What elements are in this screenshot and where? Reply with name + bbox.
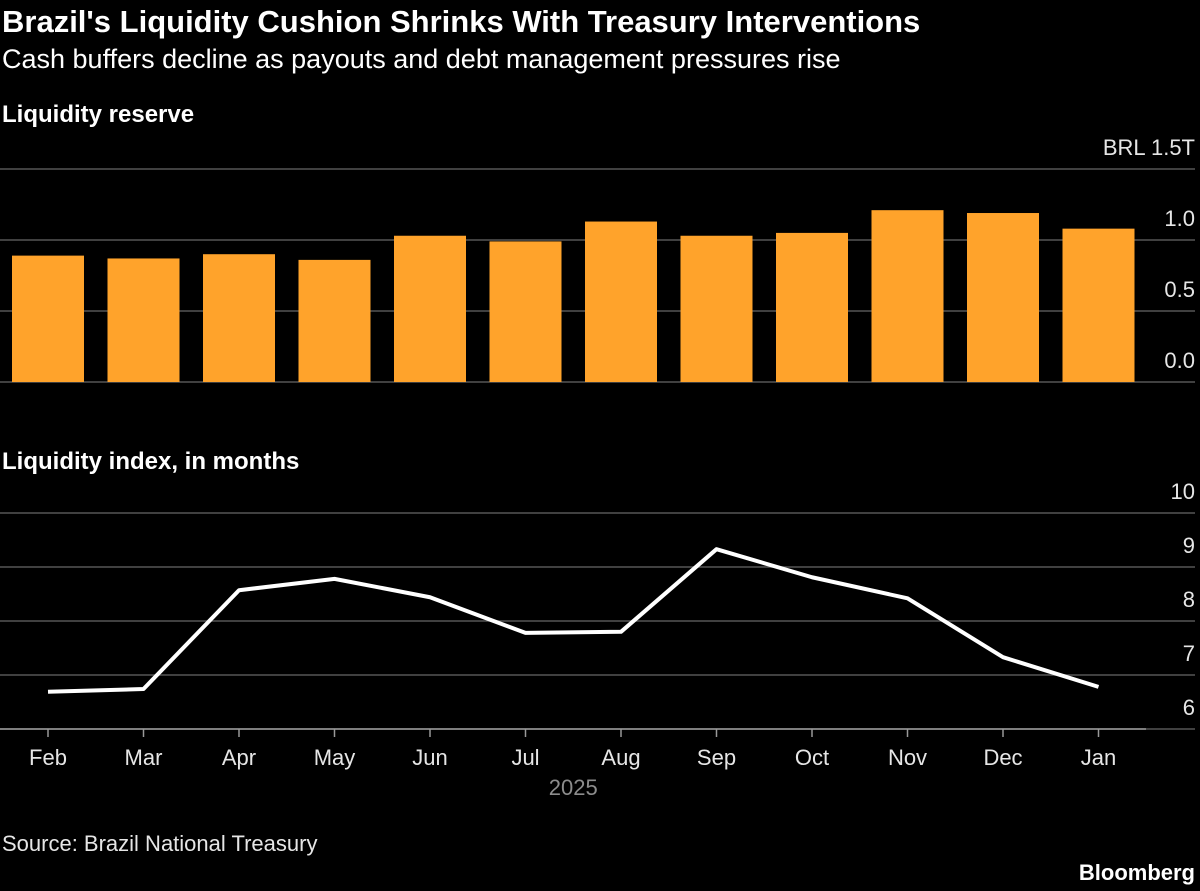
x-tick-label: Nov: [888, 745, 927, 770]
bar: [489, 241, 562, 382]
bar: [871, 210, 944, 382]
y-tick-label: 8: [1183, 587, 1195, 612]
y-tick-label: 9: [1183, 533, 1195, 558]
x-tick-label: Jun: [412, 745, 447, 770]
x-tick-label: Oct: [795, 745, 829, 770]
line: [47, 547, 1100, 694]
bar: [12, 255, 84, 382]
panel-title: Liquidity reserve: [2, 101, 194, 128]
credit: Bloomberg: [1079, 860, 1195, 885]
x-tick-label: Sep: [697, 745, 736, 770]
bar: [298, 259, 371, 382]
x-tick-label: Feb: [29, 745, 67, 770]
y-tick-label: 10: [1171, 479, 1195, 504]
y-tick-label: 0.0: [1164, 348, 1195, 373]
bar: [1062, 228, 1135, 382]
bar: [776, 232, 848, 382]
y-tick-label: 6: [1183, 695, 1195, 720]
bar: [107, 258, 180, 382]
bar: [585, 221, 657, 382]
x-axis-label: 2025: [549, 775, 598, 800]
y-tick-label: 1.0: [1164, 206, 1195, 231]
y-tick-label: BRL 1.5T: [1103, 135, 1195, 160]
y-tick-label: 7: [1183, 641, 1195, 666]
bar: [967, 213, 1039, 382]
x-tick-label: Apr: [222, 745, 256, 770]
x-tick-label: Dec: [983, 745, 1022, 770]
y-tick-label: 0.5: [1164, 277, 1195, 302]
x-tick-label: Aug: [601, 745, 640, 770]
x-tick-label: Jul: [511, 745, 539, 770]
x-tick-label: Mar: [125, 745, 163, 770]
bar: [203, 254, 275, 382]
x-tick-label: May: [314, 745, 356, 770]
x-tick-label: Jan: [1081, 745, 1116, 770]
chart-title: Brazil's Liquidity Cushion Shrinks With …: [2, 4, 920, 39]
chart-subtitle: Cash buffers decline as payouts and debt…: [2, 44, 841, 74]
bar: [394, 235, 466, 382]
source: Source: Brazil National Treasury: [2, 831, 317, 856]
bar: [680, 235, 753, 382]
panel-title: Liquidity index, in months: [2, 448, 299, 475]
